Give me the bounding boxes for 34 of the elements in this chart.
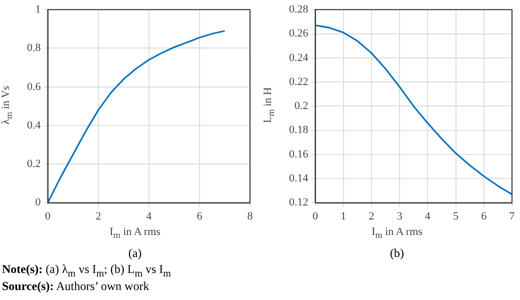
y-tick-label: 0.8 [27, 42, 42, 54]
y-tick-label: 0.22 [289, 76, 308, 88]
x-tick-label: 1 [340, 210, 346, 222]
x-tick-label: 6 [481, 210, 488, 222]
y-tick-label: 0.4 [27, 119, 42, 132]
text: Source(s): Authors’ own work [2, 279, 150, 294]
y-tick-label: 0.6 [27, 80, 42, 93]
y-tick-label: 0.12 [289, 196, 308, 209]
y-tick-label: 0.26 [289, 28, 309, 40]
x-tick-label: 2 [368, 210, 374, 222]
y-tick-label: 0.28 [289, 3, 309, 16]
x-tick-label: 3 [396, 210, 403, 222]
x-tick-label: 0 [45, 210, 51, 222]
y-tick-label: 0.16 [289, 148, 309, 160]
x-tick-label: 8 [247, 210, 254, 222]
x-tick-label: 4 [146, 210, 152, 222]
x-tick-label: 0 [312, 210, 318, 222]
x-tick-label: 4 [424, 210, 431, 222]
y-tick-label: 0.24 [289, 52, 309, 64]
text: (b) [389, 246, 405, 261]
x-tick-label: 7 [509, 210, 516, 222]
x-tick-label: 6 [196, 210, 203, 222]
x-tick-label: 5 [453, 210, 460, 222]
y-tick-label: 1 [35, 3, 41, 16]
x-axis-title: I$_{m}$ in A rms [108, 226, 162, 240]
x-axis-title: I$_{m}$ in A rms [370, 226, 424, 240]
x-tick-label: 2 [96, 210, 102, 222]
y-tick-label: 0.14 [289, 172, 309, 185]
text: Note(s): (a) λ$_{m}$ vs I$_{m}$; (b) L$_{m}$ vs I$_{m}$ [2, 262, 171, 280]
text: (a) [127, 246, 143, 261]
y-tick-label: 0 [35, 196, 42, 209]
y-tick-label: 0.2 [294, 100, 308, 112]
y-tick-label: 0.2 [27, 158, 41, 170]
y-tick-label: 0.18 [289, 124, 309, 136]
